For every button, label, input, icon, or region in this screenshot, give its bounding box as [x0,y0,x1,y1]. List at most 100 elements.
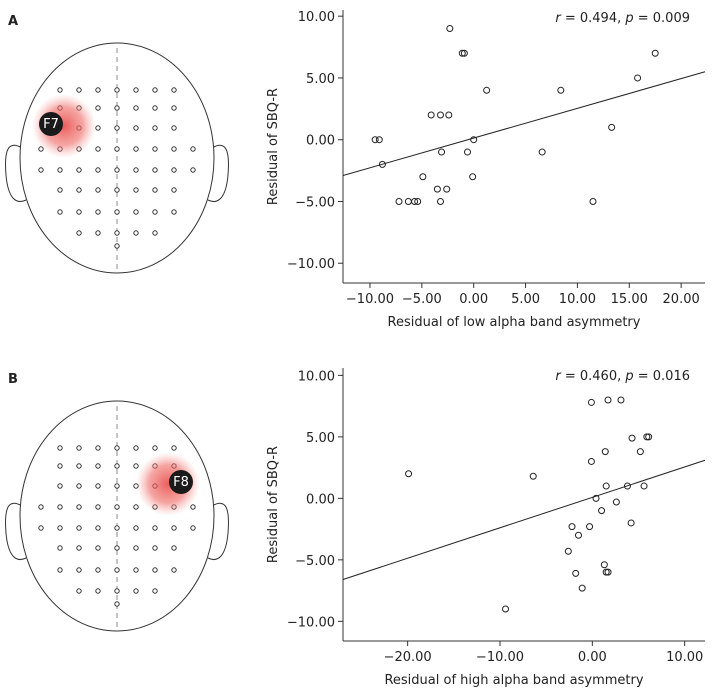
electrode [114,504,120,510]
x-tick-label: −10.00 [346,292,394,307]
electrode [171,545,177,551]
point [604,568,612,576]
electrode [171,167,177,173]
electrode [133,504,139,510]
electrode [152,87,158,93]
x-axis-label: Residual of high alpha band asymmetry [384,673,643,688]
point [651,49,659,57]
electrode [171,125,177,131]
point [469,173,477,181]
point [443,185,451,193]
electrode [190,504,196,510]
electrode [57,525,63,531]
point [628,434,636,442]
electrode [133,567,139,573]
point [612,498,620,506]
electrode [133,105,139,111]
electrode [76,463,82,469]
electrode [152,209,158,215]
x-tick-label: 20.00 [663,292,700,307]
electrode [76,545,82,551]
electrode [152,105,158,111]
electrode [171,146,177,152]
electrode [76,567,82,573]
x-tick-label: 15.00 [611,292,648,307]
point [458,49,466,57]
point [564,547,572,555]
electrode [57,445,63,451]
point [395,197,403,205]
electrode-glow [136,452,200,516]
electrode [95,187,101,193]
electrode [95,483,101,489]
electrode [95,463,101,469]
point [602,482,610,490]
electrode [152,125,158,131]
electrode [133,230,139,236]
electrode [95,105,101,111]
electrode [133,525,139,531]
point [375,136,383,144]
electrode [133,87,139,93]
point [636,448,644,456]
electrode [171,87,177,93]
y-tick-label: 10.00 [298,369,335,384]
annotation: r = 0.494, p = 0.009 [555,11,690,26]
electrode [152,230,158,236]
annotation-part: r [555,369,562,384]
electrode [133,588,139,594]
electrode [152,445,158,451]
electrode [133,187,139,193]
electrode [76,187,82,193]
annotation: r = 0.460, p = 0.016 [555,369,690,384]
y-axis-label: Residual of SBQ-R [266,88,281,205]
panel: B F8 10.00 5.00 0.00 −5.00 −10.00 −20.00 −10.00 0… [5,368,706,688]
electrode [114,125,120,131]
electrode [95,125,101,131]
point [411,197,419,205]
electrode [76,167,82,173]
electrode [114,243,120,249]
annotation-part: = 0.460, [561,369,626,384]
electrode [76,445,82,451]
electrode [95,87,101,93]
point [463,148,471,156]
electrode [95,504,101,510]
point [557,86,565,94]
point [604,396,612,404]
electrode [152,167,158,173]
point [602,568,610,576]
point [601,448,609,456]
electrode [95,209,101,215]
point [433,185,441,193]
x-tick-label: −10.00 [476,650,524,665]
electrode [57,504,63,510]
point [600,561,608,569]
electrode [171,567,177,573]
point [405,470,413,478]
electrode [114,601,120,607]
annotation-part: p [624,369,633,384]
panel-label: B [8,372,18,387]
electrode [76,230,82,236]
point [587,398,595,406]
electrode [114,146,120,152]
electrode [114,445,120,451]
electrode [133,125,139,131]
electrode [95,525,101,531]
electrode-highlight [39,112,63,136]
point [586,523,594,531]
electrode [171,105,177,111]
y-tick-label: 5.00 [306,431,335,446]
point [617,396,625,404]
electrode-glow [32,94,96,158]
electrode [57,167,63,173]
y-tick-label: 0.00 [306,134,335,149]
x-tick-label: 0.00 [459,292,488,307]
x-axis-label: Residual of low alpha band asymmetry [388,315,641,330]
point [538,148,546,156]
point [589,197,597,205]
y-tick-label: 5.00 [306,72,335,87]
electrode [57,483,63,489]
